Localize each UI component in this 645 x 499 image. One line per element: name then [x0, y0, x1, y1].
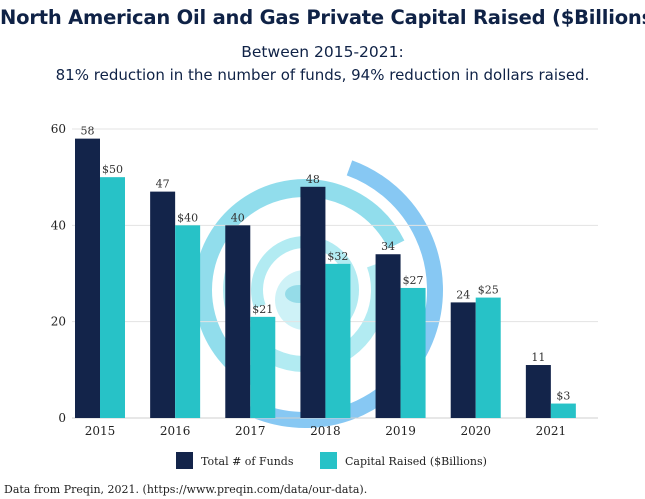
x-tick-label-2016: 2016	[160, 424, 191, 438]
y-tick-label: 60	[51, 122, 66, 136]
chart-title: North American Oil and Gas Private Capit…	[0, 6, 645, 29]
funds-data-label-2019: 34	[381, 240, 395, 253]
legend: Total # of Funds Capital Raised ($Billion…	[176, 452, 487, 469]
capital-bar-2018	[325, 263, 351, 418]
x-tick-label-2015: 2015	[85, 424, 116, 438]
funds-data-label-2018: 48	[306, 173, 320, 186]
funds-data-label-2021: 11	[531, 351, 545, 364]
chart-subtitle-line1: Between 2015-2021:	[241, 43, 404, 61]
y-axis: 0 20 40 60	[51, 122, 66, 425]
legend-item-capital-label: Capital Raised ($Billions)	[345, 455, 487, 468]
funds-data-label-2020: 24	[456, 288, 470, 301]
capital-bar-2016	[175, 225, 201, 418]
x-tick-label-2020: 2020	[460, 424, 491, 438]
legend-item-funds-swatch	[176, 452, 193, 469]
capital-bar-2019	[400, 287, 426, 418]
x-tick-label-2018: 2018	[310, 424, 341, 438]
capital-data-label-2016: $40	[177, 211, 198, 224]
source-footnote: Data from Preqin, 2021. (https://www.pre…	[4, 483, 368, 496]
funds-bar-2016	[150, 191, 176, 418]
x-tick-label-2019: 2019	[385, 424, 416, 438]
chart-subtitle-line2: 81% reduction in the number of funds, 94…	[55, 66, 590, 84]
capital-data-label-2019: $27	[403, 274, 424, 287]
capital-data-label-2020: $25	[478, 284, 499, 297]
funds-data-label-2017: 40	[231, 211, 245, 224]
y-tick-label: 0	[58, 411, 66, 425]
capital-data-label-2021: $3	[556, 390, 570, 403]
capital-bar-2017	[250, 316, 276, 418]
funds-bar-2015	[75, 138, 100, 418]
capital-data-label-2018: $32	[327, 250, 348, 263]
funds-bar-2019	[375, 254, 401, 418]
funds-data-label-2016: 47	[156, 178, 170, 191]
capital-bar-2020	[475, 297, 501, 418]
capital-data-label-2017: $21	[252, 303, 273, 316]
capital-bar-2021	[550, 403, 576, 418]
legend-item-capital-swatch	[320, 452, 337, 469]
capital-data-label-2015: $50	[102, 163, 123, 176]
y-tick-label: 40	[51, 218, 66, 232]
funds-data-label-2015: 58	[81, 125, 95, 138]
funds-bar-2021	[525, 365, 551, 418]
capital-bar-2015	[100, 177, 125, 418]
legend-item-funds-label: Total # of Funds	[201, 455, 294, 468]
x-axis: 2015 2016 2017 2018 2019 2020 2021	[85, 424, 566, 438]
funds-bar-2017	[225, 225, 251, 418]
funds-bar-2018	[300, 186, 326, 418]
y-tick-label: 20	[51, 315, 66, 329]
funds-bar-2020	[450, 302, 476, 418]
bars: 58 $50 47 $40 40 $21 48 $32 34 $27 24 $25 11 $3	[75, 125, 576, 418]
x-tick-label-2017: 2017	[235, 424, 266, 438]
x-tick-label-2021: 2021	[536, 424, 567, 438]
